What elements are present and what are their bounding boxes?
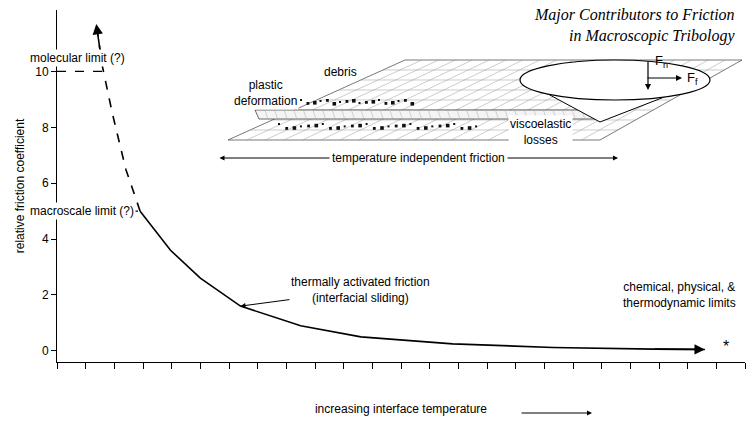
svg-text:6: 6 <box>42 176 49 190</box>
svg-text:F​n​: F​n​ <box>655 53 668 70</box>
svg-text:debris: debris <box>324 65 357 79</box>
svg-text:macroscale limit (?): macroscale limit (?) <box>30 204 134 218</box>
svg-text:0: 0 <box>42 344 49 358</box>
svg-text:thermally activated friction(i: thermally activated friction(interfacial… <box>291 275 430 305</box>
svg-text:8: 8 <box>42 121 49 135</box>
svg-text:*: * <box>723 338 729 355</box>
svg-text:F​f​: F​f​ <box>687 70 698 87</box>
svg-text:viscoelasticlosses: viscoelasticlosses <box>510 117 571 147</box>
svg-text:chemical, physical, &thermodyn: chemical, physical, &thermodynamic limit… <box>623 280 736 310</box>
svg-text:10: 10 <box>35 65 49 79</box>
svg-text:increasing interface temperatu: increasing interface temperature <box>315 402 487 416</box>
svg-text:temperature independent fricti: temperature independent friction <box>332 151 505 165</box>
svg-text:relative friction coefficient: relative friction coefficient <box>13 118 27 253</box>
svg-text:4: 4 <box>42 232 49 246</box>
svg-text:Major Contributors to Friction: Major Contributors to Frictionin Macrosc… <box>534 6 735 45</box>
svg-text:molecular limit (?): molecular limit (?) <box>30 51 125 65</box>
svg-text:plasticdeformation: plasticdeformation <box>234 78 297 108</box>
svg-text:2: 2 <box>42 288 49 302</box>
